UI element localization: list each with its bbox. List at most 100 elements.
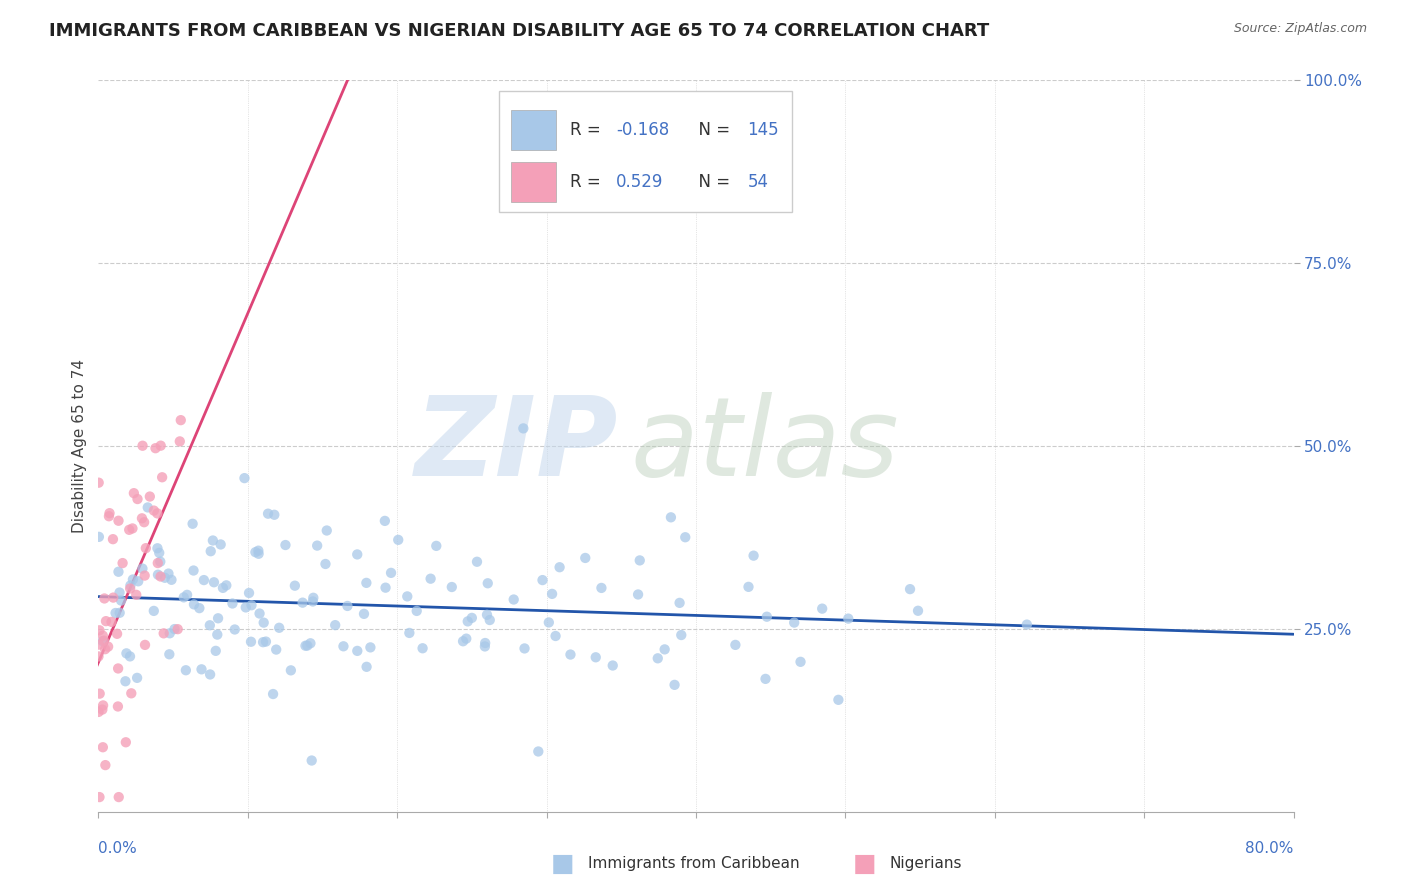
Point xyxy=(98,506,121,520)
Point xyxy=(149,569,172,583)
Point xyxy=(200,544,222,558)
Y-axis label: Disability Age 65 to 74: Disability Age 65 to 74 xyxy=(72,359,87,533)
Point xyxy=(245,545,267,559)
Point xyxy=(240,634,263,648)
Point xyxy=(301,754,323,768)
Point xyxy=(107,790,129,805)
Point xyxy=(107,699,129,714)
Point xyxy=(97,640,120,654)
Point xyxy=(269,621,291,635)
Point xyxy=(142,503,165,517)
Text: N =: N = xyxy=(688,173,735,191)
Point xyxy=(264,642,287,657)
Point xyxy=(153,571,176,585)
Point xyxy=(170,413,193,427)
Point xyxy=(103,591,125,605)
Point xyxy=(240,599,263,613)
Point xyxy=(91,702,114,716)
Point xyxy=(100,615,122,629)
Point xyxy=(647,651,669,665)
Point xyxy=(724,638,747,652)
Point xyxy=(297,639,319,653)
Point xyxy=(114,735,136,749)
Point xyxy=(541,587,564,601)
Point xyxy=(257,507,280,521)
Point xyxy=(122,486,145,500)
Point xyxy=(374,581,396,595)
Point xyxy=(461,611,484,625)
Point xyxy=(531,573,554,587)
Point xyxy=(274,538,297,552)
Point xyxy=(742,549,765,563)
Point xyxy=(396,590,419,604)
Point xyxy=(173,591,195,605)
Point xyxy=(108,585,131,599)
Point xyxy=(591,581,613,595)
Point xyxy=(118,649,141,664)
Point xyxy=(115,646,138,660)
Point xyxy=(176,588,198,602)
Point xyxy=(262,687,284,701)
Point xyxy=(142,604,165,618)
Point xyxy=(336,599,359,613)
Point xyxy=(474,640,496,654)
Point xyxy=(166,622,188,636)
Point xyxy=(121,521,143,535)
Point xyxy=(356,660,378,674)
Point xyxy=(907,604,929,618)
Point xyxy=(585,650,607,665)
Point xyxy=(201,533,224,548)
Point xyxy=(659,510,682,524)
Text: N =: N = xyxy=(688,120,735,138)
Point xyxy=(405,604,427,618)
Point xyxy=(146,507,169,521)
Point xyxy=(560,648,582,662)
Point xyxy=(673,530,696,544)
Point xyxy=(114,674,136,689)
Point xyxy=(87,649,110,664)
Point xyxy=(755,609,778,624)
Point xyxy=(91,698,114,713)
Point xyxy=(145,441,167,455)
Point xyxy=(387,533,409,547)
Point xyxy=(120,578,142,592)
Text: ZIP: ZIP xyxy=(415,392,619,500)
Point xyxy=(120,686,142,700)
Point xyxy=(247,543,270,558)
Point xyxy=(94,614,117,628)
Point xyxy=(627,587,650,601)
Point xyxy=(127,574,149,589)
Point xyxy=(157,648,180,662)
Point xyxy=(190,662,212,676)
Point xyxy=(737,580,759,594)
Point xyxy=(456,632,478,646)
Point xyxy=(89,624,111,638)
Text: 80.0%: 80.0% xyxy=(1246,841,1294,856)
Point xyxy=(754,672,776,686)
Point xyxy=(513,641,536,656)
Point xyxy=(332,640,354,654)
Point xyxy=(284,579,307,593)
Point xyxy=(110,593,132,607)
Point xyxy=(574,551,596,566)
Text: 145: 145 xyxy=(748,120,779,138)
Point xyxy=(837,612,859,626)
Point xyxy=(105,627,128,641)
Point xyxy=(89,790,111,805)
Point xyxy=(398,626,420,640)
Point xyxy=(135,541,157,556)
Point xyxy=(107,661,129,675)
Point xyxy=(419,572,441,586)
Text: Nigerians: Nigerians xyxy=(890,856,963,871)
Point xyxy=(207,627,229,641)
Point xyxy=(380,566,402,580)
Text: 0.529: 0.529 xyxy=(616,173,664,191)
Point xyxy=(202,575,225,590)
Point xyxy=(249,607,271,621)
Point xyxy=(654,642,676,657)
Point xyxy=(93,591,115,606)
FancyBboxPatch shape xyxy=(510,161,557,202)
Point xyxy=(224,623,246,637)
Point xyxy=(87,705,110,719)
Point xyxy=(174,663,197,677)
